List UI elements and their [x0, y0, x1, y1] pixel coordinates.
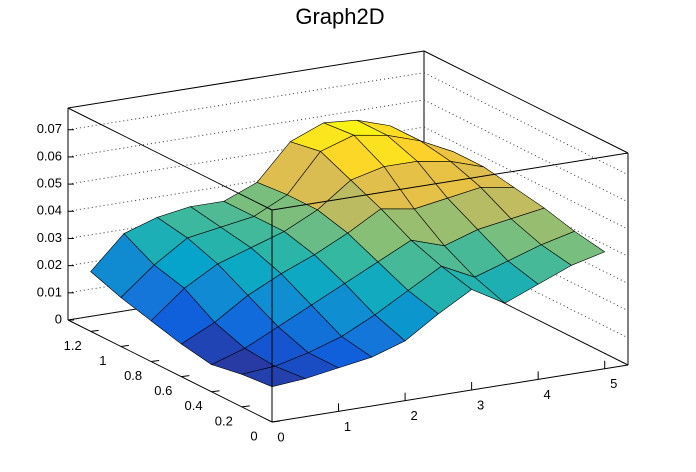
- y-tick-label: 0.4: [185, 398, 203, 413]
- axis-box: [67, 319, 273, 423]
- y-tick-label: 0.8: [124, 368, 142, 383]
- x-tick-label: 0: [277, 429, 284, 444]
- z-tick-label: 0.01: [37, 284, 62, 299]
- y-tick-label: 0.6: [154, 383, 172, 398]
- z-tick-label: 0.07: [37, 121, 62, 136]
- y-tick: [90, 329, 99, 332]
- x-tick-label: 5: [610, 376, 617, 391]
- y-tick: [241, 405, 250, 408]
- z-tick-label: 0.03: [37, 230, 62, 245]
- surface-cell: [240, 365, 307, 387]
- x-tick-label: 2: [410, 408, 417, 423]
- x-tick-label: 3: [477, 397, 484, 412]
- y-tick-label: 0: [250, 428, 257, 443]
- z-tick-label: 0.06: [37, 148, 62, 163]
- axis-box: [271, 152, 629, 211]
- axis-box: [271, 364, 629, 423]
- x-tick-label: 4: [544, 387, 551, 402]
- x-tick-label: 1: [344, 419, 351, 434]
- axis-box: [67, 50, 425, 109]
- axis-box: [67, 107, 273, 211]
- y-tick: [151, 360, 160, 363]
- y-tick: [271, 420, 281, 423]
- z-tick-label: 0.02: [37, 257, 62, 272]
- y-tick-label: 0.2: [215, 413, 233, 428]
- z-tick-label: 0.05: [37, 176, 62, 191]
- y-tick-label: 1.2: [64, 338, 82, 353]
- y-tick-label: 1: [99, 353, 106, 368]
- z-tick-label: 0: [55, 311, 62, 326]
- y-tick: [181, 375, 190, 378]
- grid-line: [67, 72, 425, 131]
- grid-line: [67, 99, 425, 158]
- z-tick-label: 0.04: [37, 203, 62, 218]
- axis-box: [423, 50, 629, 154]
- y-tick: [211, 390, 220, 393]
- y-tick: [120, 344, 129, 347]
- chart-title: Graph2D: [295, 4, 384, 29]
